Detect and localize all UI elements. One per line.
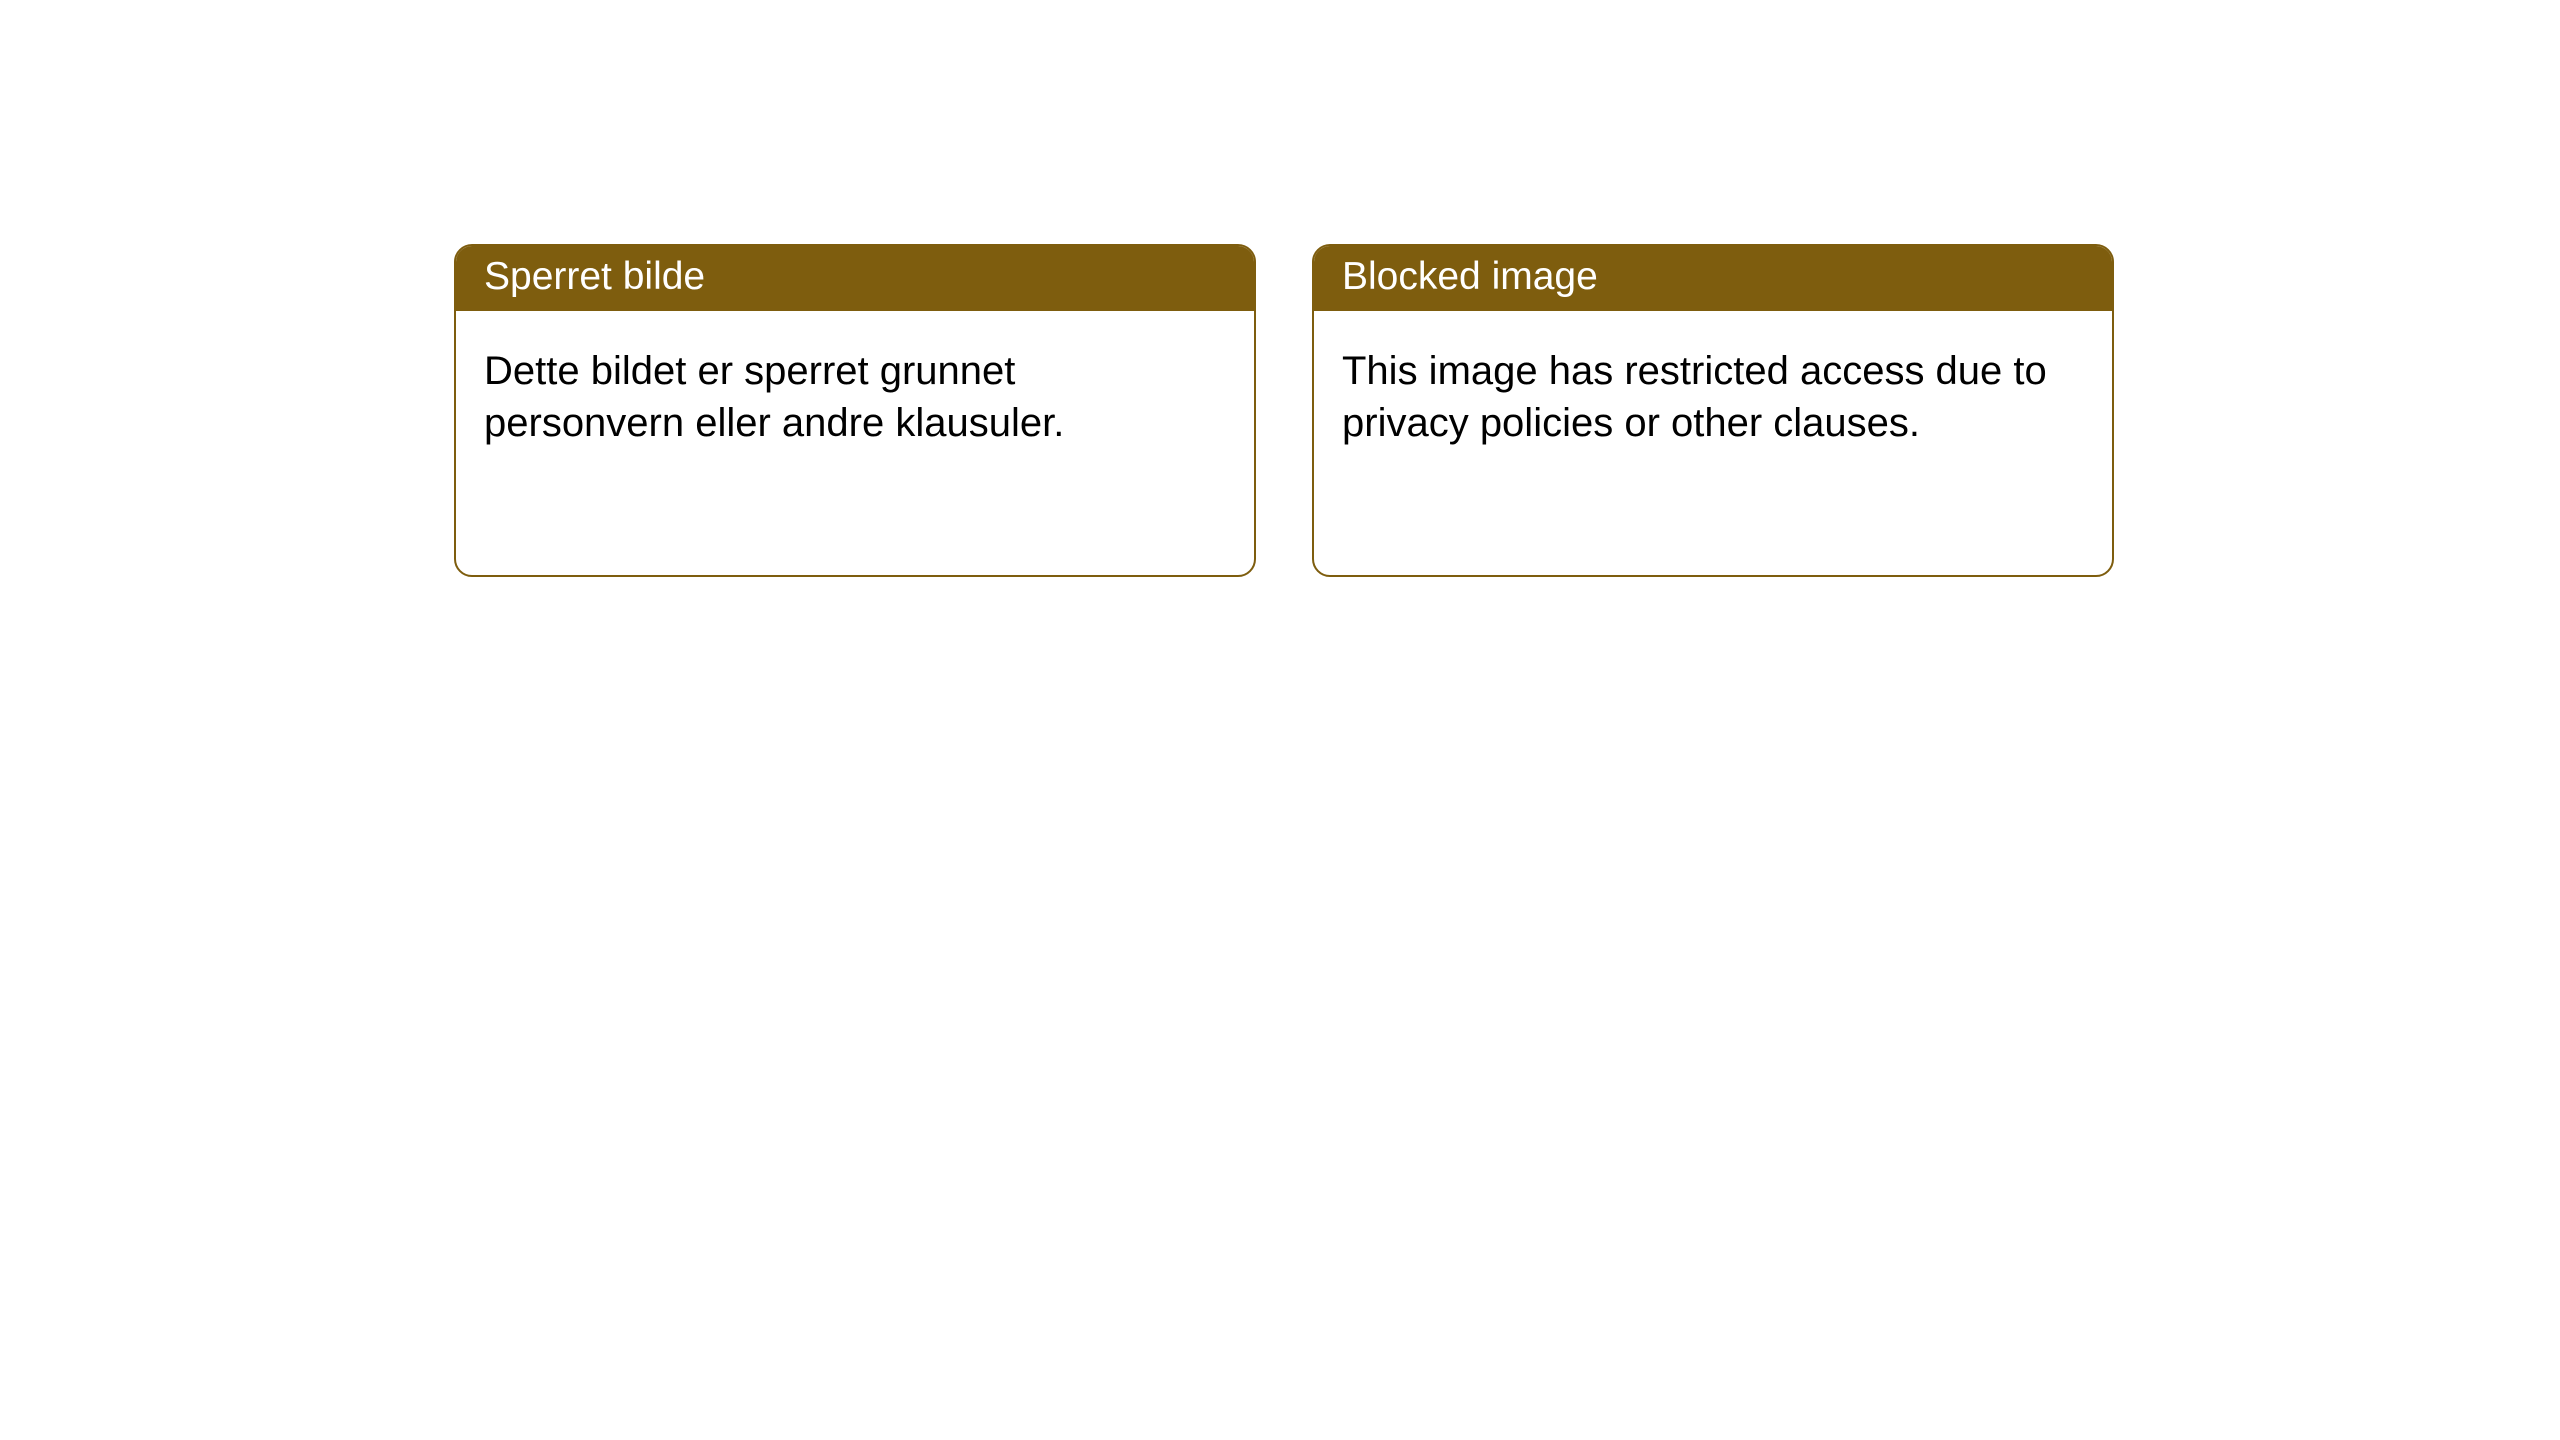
notice-card-title: Blocked image	[1314, 246, 2112, 311]
notice-card-english: Blocked image This image has restricted …	[1312, 244, 2114, 577]
notice-card-norwegian: Sperret bilde Dette bildet er sperret gr…	[454, 244, 1256, 577]
notice-card-body: Dette bildet er sperret grunnet personve…	[456, 311, 1254, 483]
notice-card-title: Sperret bilde	[456, 246, 1254, 311]
notice-cards-container: Sperret bilde Dette bildet er sperret gr…	[454, 244, 2114, 577]
notice-card-body: This image has restricted access due to …	[1314, 311, 2112, 483]
